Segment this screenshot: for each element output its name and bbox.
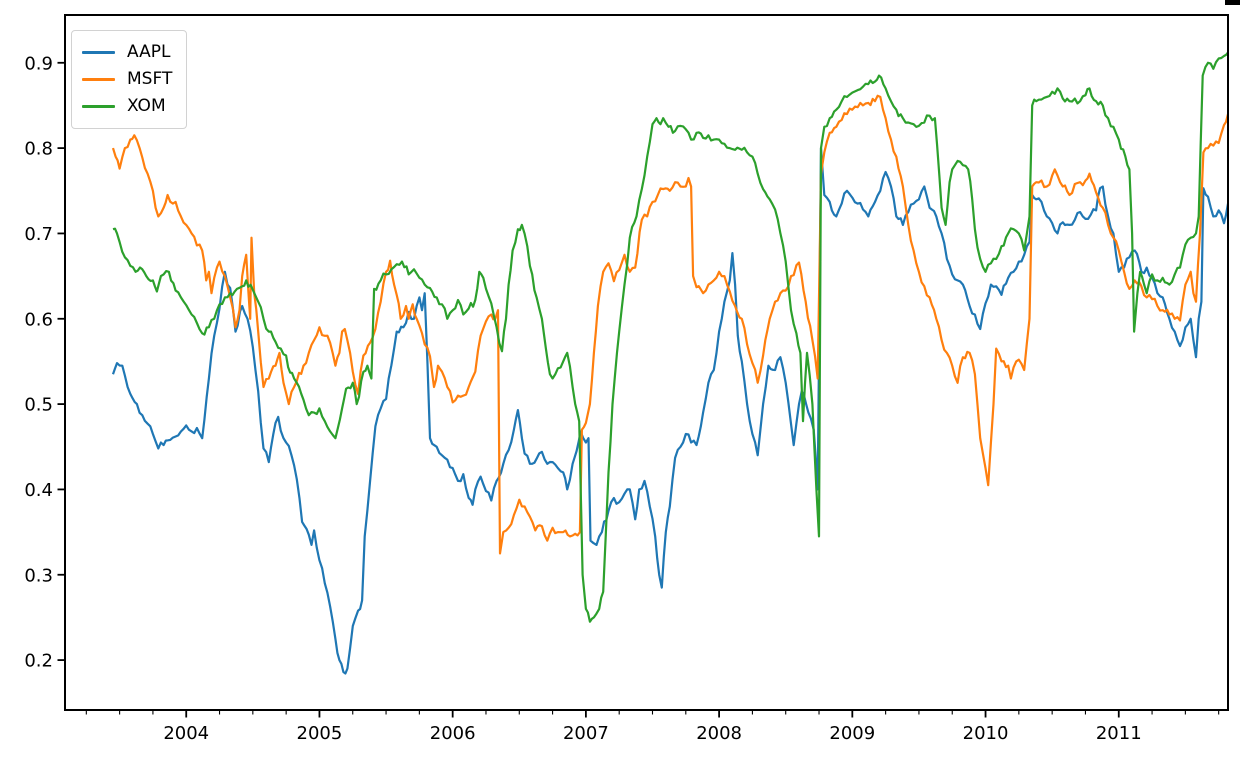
legend-item-aapl: AAPL <box>82 39 172 66</box>
y-tick-label-0.2: 0.2 <box>24 651 53 672</box>
xom-line-swatch-icon <box>82 105 115 108</box>
y-tick-label-0.5: 0.5 <box>24 395 53 416</box>
legend-label-msft: MSFT <box>127 69 173 89</box>
x-tick-label-2006: 2006 <box>430 723 476 744</box>
series-line-aapl <box>111 147 1228 675</box>
x-tick-label-2010: 2010 <box>963 723 1009 744</box>
series-line-xom <box>112 51 1228 623</box>
y-tick-label-0.9: 0.9 <box>24 53 53 74</box>
x-tick-label-2008: 2008 <box>696 723 742 744</box>
axes-spines <box>64 14 1229 711</box>
x-tick-label-2009: 2009 <box>829 723 875 744</box>
y-tick-label-0.3: 0.3 <box>24 565 53 586</box>
y-tick-label-0.8: 0.8 <box>24 139 53 160</box>
x-tick-label-2011: 2011 <box>1096 723 1142 744</box>
y-tick-label-0.4: 0.4 <box>24 480 53 501</box>
legend: AAPL MSFT XOM <box>71 30 188 129</box>
legend-item-xom: XOM <box>82 93 172 120</box>
legend-label-aapl: AAPL <box>127 42 171 62</box>
legend-label-xom: XOM <box>127 96 166 116</box>
top-right-artifact <box>1225 0 1240 5</box>
x-tick-label-2005: 2005 <box>297 723 343 744</box>
y-tick-label-0.7: 0.7 <box>24 224 53 245</box>
y-tick-label-0.6: 0.6 <box>24 309 53 330</box>
series-line-msft <box>111 94 1228 555</box>
legend-item-msft: MSFT <box>82 66 172 93</box>
x-tick-label-2004: 2004 <box>163 723 209 744</box>
aapl-line-swatch-icon <box>82 51 115 54</box>
msft-line-swatch-icon <box>82 78 115 81</box>
plot-series <box>111 51 1228 675</box>
x-tick-label-2007: 2007 <box>563 723 609 744</box>
